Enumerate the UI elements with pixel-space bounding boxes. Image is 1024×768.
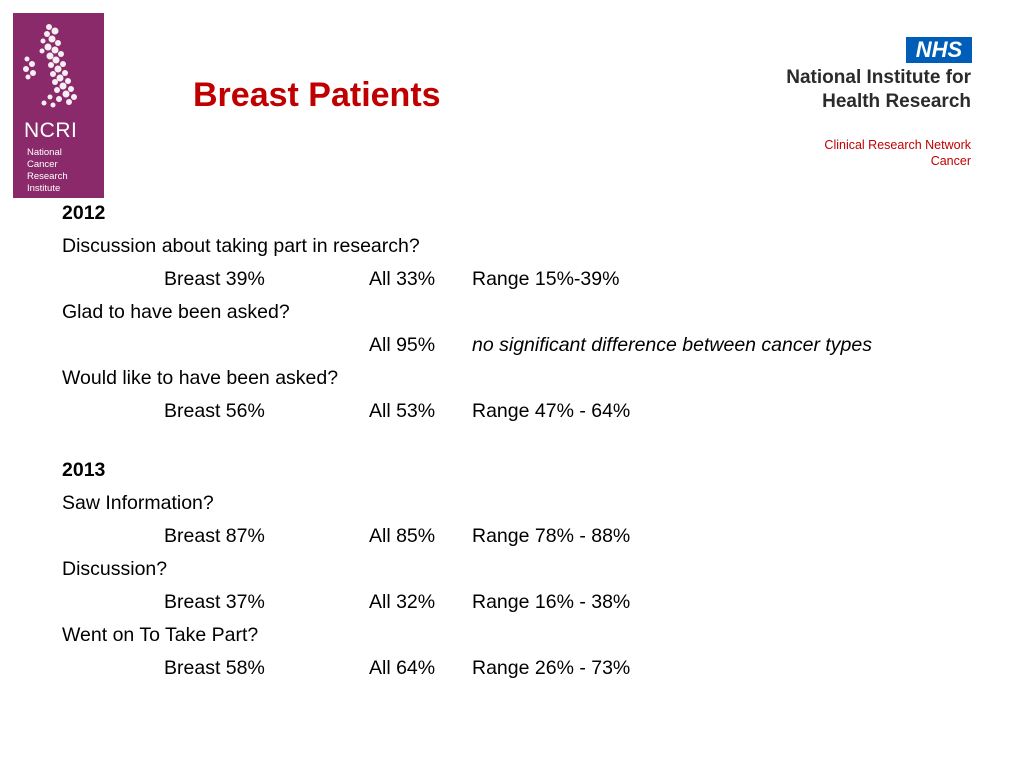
ncri-full-name: National Cancer Research Institute [27, 147, 68, 194]
ncri-abbreviation: NCRI [24, 119, 78, 142]
result-note: no significant difference between cancer… [472, 334, 872, 356]
range-value: Range 78% - 88% [472, 525, 631, 547]
result-row: All 95% no significant difference betwee… [62, 329, 872, 362]
range-value: Range 47% - 64% [472, 400, 631, 422]
uk-map-icon [23, 24, 77, 108]
nihr-name: National Institute for Health Research [786, 67, 971, 112]
all-value: All 95% [369, 334, 436, 356]
ncri-logo: NCRI National Cancer Research Institute [13, 13, 104, 198]
page-title: Breast Patients [193, 76, 441, 114]
result-row: Breast 39% All 33% Range 15%-39% [62, 263, 619, 296]
question: Glad to have been asked? [62, 301, 290, 323]
breast-value: Breast 58% [164, 657, 265, 679]
year-heading: 2013 [62, 459, 106, 481]
all-value: All 85% [369, 525, 436, 547]
year-heading: 2012 [62, 202, 106, 224]
all-value: All 32% [369, 591, 436, 613]
result-row: Breast 56% All 53% Range 47% - 64% [62, 395, 630, 428]
survey-results: 2012 Discussion about taking part in res… [62, 197, 872, 685]
all-value: All 33% [369, 268, 436, 290]
breast-value: Breast 56% [164, 400, 265, 422]
crn-name: Clinical Research Network Cancer [824, 138, 971, 168]
section-spacer [62, 428, 420, 454]
breast-value: Breast 37% [164, 591, 265, 613]
range-value: Range 26% - 73% [472, 657, 631, 679]
result-row: Breast 58% All 64% Range 26% - 73% [62, 652, 630, 685]
nhs-logo-badge: NHS [906, 37, 972, 63]
question: Saw Information? [62, 492, 214, 514]
question: Discussion about taking part in research… [62, 235, 420, 257]
all-value: All 64% [369, 657, 436, 679]
result-row: Breast 37% All 32% Range 16% - 38% [62, 586, 630, 619]
question: Discussion? [62, 558, 168, 580]
breast-value: Breast 39% [164, 268, 265, 290]
breast-value: Breast 87% [164, 525, 265, 547]
question: Would like to have been asked? [62, 367, 339, 389]
all-value: All 53% [369, 400, 436, 422]
question: Went on To Take Part? [62, 624, 259, 646]
range-value: Range 15%-39% [472, 268, 620, 290]
result-row: Breast 87% All 85% Range 78% - 88% [62, 520, 630, 553]
range-value: Range 16% - 38% [472, 591, 631, 613]
